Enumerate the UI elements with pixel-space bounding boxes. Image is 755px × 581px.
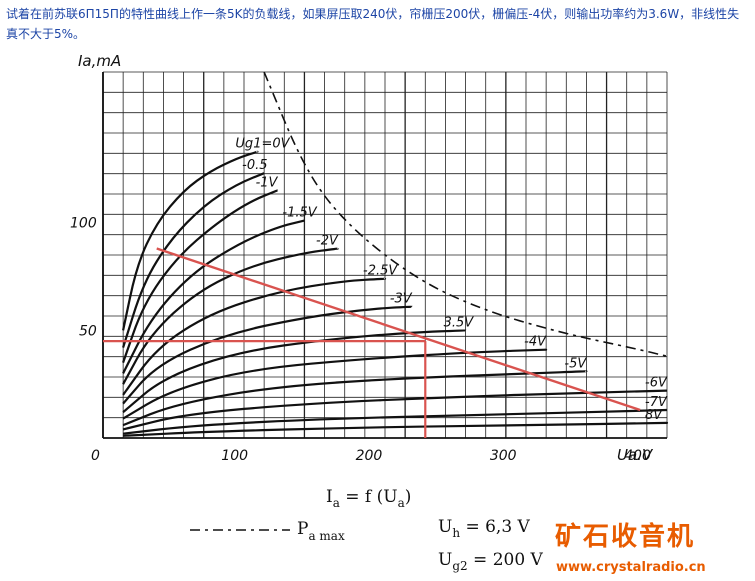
formula: Ia = f (Ua) (326, 487, 411, 510)
x-tick-label: 0 (91, 448, 100, 464)
series-line (122, 247, 340, 385)
watermark-url: www.crystalradio.cn (556, 560, 706, 575)
series-line (123, 421, 669, 437)
series-label: -2.5V (363, 264, 398, 279)
tick-labels: 0 100 200 300 400 50 100 (70, 216, 651, 464)
series-line (122, 189, 278, 363)
characteristic-curves (122, 150, 669, 437)
series-label: -1.5V (282, 206, 317, 221)
load-line-mark (156, 247, 641, 412)
series-label: -1V (256, 175, 279, 190)
pmax-curve (263, 71, 668, 358)
series-line (122, 277, 387, 396)
load-line (103, 247, 641, 438)
series-label: -5V (564, 356, 587, 371)
series-label: -4V (524, 335, 547, 350)
watermark-logo: 矿石收音机 (555, 522, 696, 552)
series-line (122, 348, 548, 420)
ug2-label: Ug2 = 200 V (438, 550, 544, 573)
series-label: -0.5 (242, 158, 267, 173)
pmax-series-line (263, 71, 668, 358)
series-line (122, 219, 305, 374)
y-tick-label: 100 (70, 216, 97, 232)
x-tick-label: 300 (490, 448, 517, 464)
question-text: 试着在前苏联6П15П的特性曲线上作一条5K的负载线，如果屏压取240伏，帘栅压… (6, 7, 740, 41)
x-tick-label: 400 (624, 448, 651, 464)
curve-labels: Ug1=0V -0.5 -1V -1.5V -2V -2.5V -3V 3.5V -4V -5V -… (235, 137, 668, 423)
x-tick-label: 200 (356, 448, 383, 464)
series-line (122, 305, 413, 405)
series-line (122, 329, 467, 414)
pmax-legend-label: Pa max (297, 519, 345, 543)
y-tick-label: 50 (79, 323, 97, 339)
series-line (122, 172, 265, 348)
series-label: -7V (645, 395, 668, 410)
x-tick-label: 100 (221, 448, 248, 464)
series-line (122, 389, 668, 431)
series-label: 8V (645, 408, 663, 423)
y-axis-label: Ia,mA (78, 52, 121, 70)
series-label: -6V (645, 376, 668, 391)
series-label: -3V (390, 292, 413, 307)
series-line (122, 370, 588, 427)
series-line (122, 408, 668, 435)
series-label: -2V (316, 234, 339, 249)
x-axis-label: Ua.V (617, 446, 654, 464)
uh-label: Uh = 6,3 V (438, 517, 531, 540)
series-line (122, 150, 259, 331)
series-label: Ug1=0V (235, 137, 290, 152)
series-label: 3.5V (444, 315, 475, 330)
